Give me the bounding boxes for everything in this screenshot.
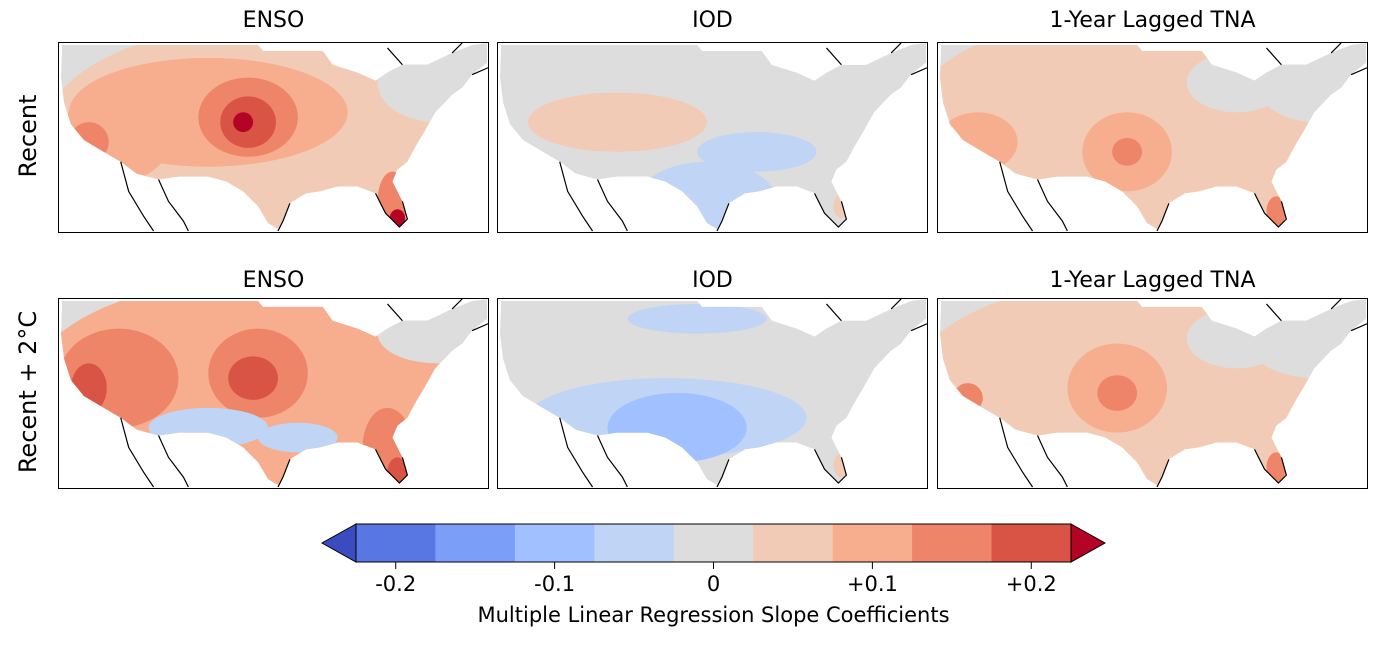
panel-title: 1-Year Lagged TNA (1049, 268, 1256, 293)
coastline (999, 299, 1367, 488)
colorbar-bin (991, 524, 1072, 562)
coastline (559, 299, 927, 488)
map-panel (58, 42, 489, 233)
anomaly-region (233, 112, 254, 133)
map-panel (497, 42, 928, 233)
colorbar-tick-label: +0.1 (846, 572, 898, 596)
colorbar-extend-low (320, 523, 357, 563)
anomaly-region (697, 132, 817, 172)
map-panel (937, 298, 1368, 489)
anomaly-region (627, 303, 767, 334)
panel-title: IOD (692, 268, 733, 293)
anomaly-region (228, 356, 278, 400)
colorbar-bin (832, 524, 913, 562)
colorbar-tick-label: +0.2 (1005, 572, 1057, 596)
colorbar-bin (673, 524, 754, 562)
anomaly-region (1097, 375, 1138, 411)
panel-title: ENSO (242, 268, 305, 293)
coastline (999, 43, 1367, 232)
land-area (499, 43, 927, 230)
colorbar-bin (753, 524, 834, 562)
colorbar-extend-high (1070, 523, 1107, 563)
anomaly-region (258, 422, 338, 453)
colorbar-label: Multiple Linear Regression Slope Coeffic… (477, 603, 950, 627)
anomaly-region (527, 92, 708, 152)
panel-title: 1-Year Lagged TNA (1049, 8, 1256, 33)
colorbar-bin (912, 524, 993, 562)
anomaly-region (1266, 196, 1287, 227)
colorbar-bin (594, 524, 675, 562)
map-panel (58, 298, 489, 489)
anomaly-region (1266, 452, 1287, 483)
anomaly-region (1112, 137, 1143, 166)
colorbar-bin (435, 524, 516, 562)
map-panel (937, 42, 1368, 233)
coastline (120, 43, 488, 232)
coastline (120, 299, 488, 488)
panel-title: IOD (692, 8, 733, 33)
colorbar-bin (356, 524, 436, 562)
coastline (559, 43, 927, 232)
map-panel (497, 298, 928, 489)
colorbar-tick-label: -0.2 (375, 572, 417, 596)
colorbar-tick-label: -0.1 (534, 572, 576, 596)
colorbar-bin (514, 524, 595, 562)
colorbar-tick-label: 0 (706, 572, 721, 596)
panel-title: ENSO (242, 8, 305, 33)
